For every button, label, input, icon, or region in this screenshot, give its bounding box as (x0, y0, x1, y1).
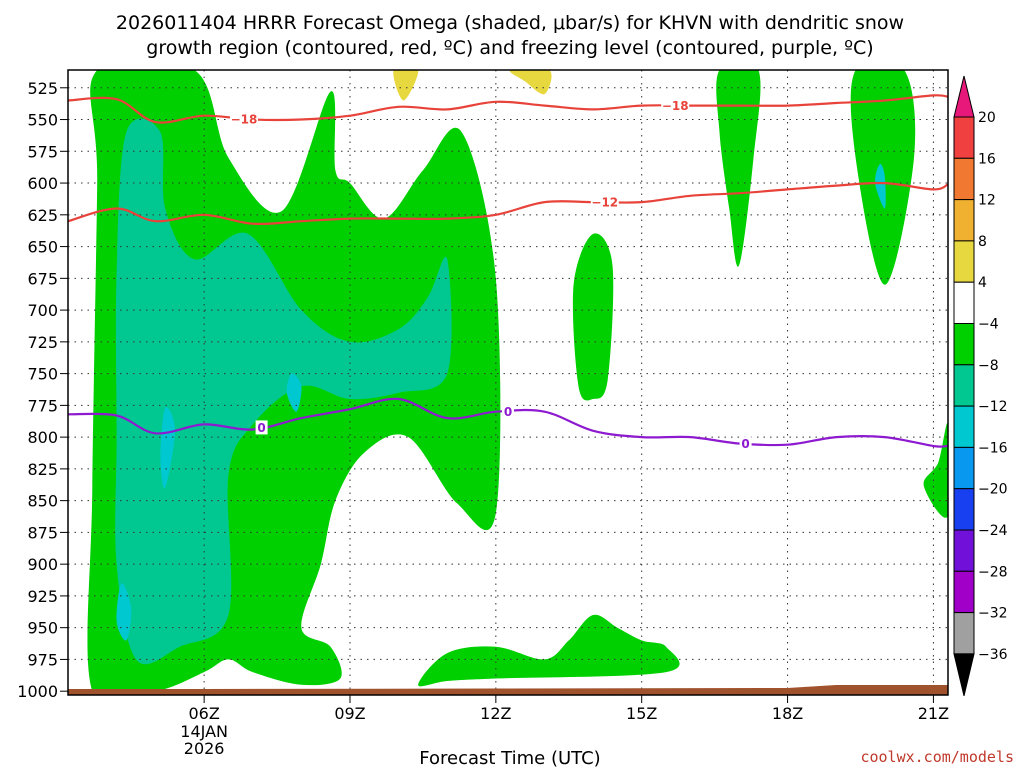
y-tick-label: 725 (27, 333, 58, 352)
freezing-level-contour-label-bg (739, 436, 752, 451)
x-tick-label: 06Z (188, 704, 219, 723)
omega-region-9 (116, 583, 132, 641)
dgz-contour-minus18-label: −18 (231, 112, 258, 126)
colorbar-label: −32 (978, 606, 1008, 622)
dgz-contour-minus18-label-bg (230, 111, 258, 126)
omega-region-8 (286, 373, 302, 412)
colorbar-label: 8 (978, 234, 987, 250)
y-tick-label: 975 (27, 650, 58, 669)
colorbar-label: −4 (978, 317, 999, 333)
chart-title-line1: 2026011404 HRRR Forecast Omega (shaded, … (116, 12, 904, 34)
dgz-contour-minus18-line (68, 94, 948, 124)
colorbar-label: −8 (978, 358, 999, 374)
colorbar-top-arrow (953, 75, 975, 118)
colorbar-segment (953, 364, 975, 407)
y-tick-label: 775 (27, 396, 58, 415)
colorbar-segment (953, 446, 975, 490)
colorbar-label: 20 (978, 110, 996, 126)
omega-region-6 (115, 118, 452, 665)
colorbar-segment (953, 405, 975, 448)
colorbar-bottom-arrow (953, 653, 975, 697)
terrain-ground (68, 685, 948, 695)
colorbar-label: −12 (978, 399, 1008, 415)
grid-lines (68, 70, 948, 695)
y-tick-label: 1000 (17, 682, 58, 701)
freezing-level-contour-label-bg (255, 420, 268, 435)
x-tick-label: 21Z (918, 704, 949, 723)
y-tick-label: 550 (27, 111, 58, 130)
colorbar-segment (953, 199, 975, 242)
y-tick-label: 800 (27, 428, 58, 447)
credit-text: coolwx.com/models (860, 748, 1014, 766)
colorbar-segment (953, 240, 975, 283)
y-tick-label: 575 (27, 142, 58, 161)
omega-region-12 (509, 70, 552, 95)
omega-region-10 (874, 163, 886, 209)
y-axis: 525 550 575 600 625 650 675 700 725 750 775 800 825 8… (17, 79, 68, 701)
y-tick-label: 900 (27, 555, 58, 574)
y-tick-label: 525 (27, 79, 58, 98)
colorbar-segment (953, 323, 975, 366)
terrain-strip (68, 685, 948, 695)
freezing-level-contour-line (68, 397, 948, 448)
y-tick-label: 875 (27, 523, 58, 542)
colorbar-label: 16 (978, 151, 996, 167)
colorbar-segment (953, 529, 975, 572)
x-tick-label: 12Z (480, 704, 511, 723)
colorbar-segment (953, 281, 975, 325)
colorbar-label: 12 (978, 193, 996, 209)
y-tick-label: 700 (27, 301, 58, 320)
colorbar-segment (953, 116, 975, 159)
y-tick-label: 850 (27, 492, 58, 511)
x-date-label: 14JAN (180, 722, 228, 741)
x-tick-label: 15Z (626, 704, 657, 723)
x-tick-label: 09Z (334, 704, 365, 723)
y-tick-label: 750 (27, 365, 58, 384)
y-tick-label: 675 (27, 269, 58, 288)
omega-region-1 (418, 614, 680, 687)
y-tick-label: 950 (27, 619, 58, 638)
plot-frame (67, 69, 949, 696)
omega-region-3 (716, 70, 761, 267)
y-tick-label: 600 (27, 174, 58, 193)
colorbar-label: −28 (978, 564, 1008, 580)
dgz-contour-minus12-label: −12 (591, 196, 618, 210)
colorbar-label: −16 (978, 440, 1008, 456)
x-tick-label: 18Z (772, 704, 803, 723)
plot-area: −18 −18 −12 0 0 0 (67, 69, 949, 696)
chart-title-line2: growth region (contoured, red, ºC) and f… (146, 37, 873, 59)
y-tick-label: 825 (27, 460, 58, 479)
freezing-level-contour-label: 0 (741, 437, 749, 451)
colorbar-segment (953, 488, 975, 531)
freezing-level-contour-label: 0 (504, 405, 512, 419)
colorbar-label: −36 (978, 647, 1008, 663)
y-tick-label: 625 (27, 206, 58, 225)
colorbar-segment (953, 157, 975, 201)
x-axis-label: Forecast Time (UTC) (419, 748, 600, 768)
y-tick-label: 650 (27, 238, 58, 257)
omega-region-7 (160, 407, 175, 489)
x-date-label: 2026 (184, 739, 225, 758)
colorbar: 20 16 12 8 4 −4 −8 −12 −16 −20 −24 −28 −32 −36 (953, 75, 1008, 697)
colorbar-label: 4 (978, 275, 987, 291)
colorbar-segment (953, 570, 975, 614)
dgz-contour-minus18-label-bg (661, 98, 690, 113)
colorbar-label: −24 (978, 523, 1008, 539)
omega-region-11 (393, 70, 419, 101)
dgz-contour-minus12-line (68, 181, 948, 226)
freezing-level-contour-label-bg (502, 404, 514, 419)
colorbar-label: −20 (978, 482, 1008, 498)
colorbar-segment (953, 612, 975, 655)
y-tick-label: 925 (27, 587, 58, 606)
freezing-level-contour-label: 0 (257, 421, 265, 435)
contour-lines: −18 −18 −12 0 0 0 (68, 94, 948, 451)
omega-region-2 (572, 233, 614, 401)
omega-region-5 (923, 423, 948, 518)
dgz-contour-minus18-label: −18 (662, 99, 689, 113)
dgz-contour-minus12-label-bg (590, 195, 619, 210)
omega-shading (87, 70, 948, 695)
